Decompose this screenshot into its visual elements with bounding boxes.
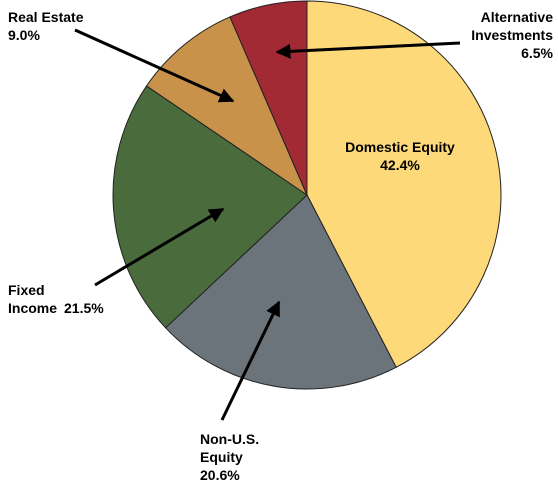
arrows xyxy=(74,28,461,421)
slice-label: Alternative Investments 6.5% xyxy=(463,8,553,62)
category-label: Fixed Income xyxy=(8,282,58,316)
pie-slice xyxy=(112,85,308,329)
category-label: Domestic Equity xyxy=(345,139,455,155)
category-label: Alternative Investments xyxy=(471,9,553,43)
slice-label: Non-U.S. Equity 20.6% xyxy=(200,430,270,484)
value-label: 20.6% xyxy=(200,467,240,483)
pie-slice xyxy=(306,0,502,368)
category-label: Non-U.S. Equity xyxy=(200,431,260,465)
arrow xyxy=(74,28,235,103)
pie-slice xyxy=(164,194,397,390)
pie-slice xyxy=(145,16,309,197)
slice-label: Fixed Income 21.5% xyxy=(8,281,148,317)
value-label: 21.5% xyxy=(64,300,104,316)
value-label: 9.0% xyxy=(8,27,40,43)
arrow xyxy=(275,41,461,59)
slice-label: Real Estate 9.0% xyxy=(8,8,128,44)
value-label: 42.4% xyxy=(380,157,420,173)
category-label: Real Estate xyxy=(8,9,84,25)
slice-label: Domestic Equity 42.4% xyxy=(340,138,460,174)
arrow xyxy=(94,207,225,287)
arrow xyxy=(220,300,281,421)
value-label: 6.5% xyxy=(521,45,553,61)
